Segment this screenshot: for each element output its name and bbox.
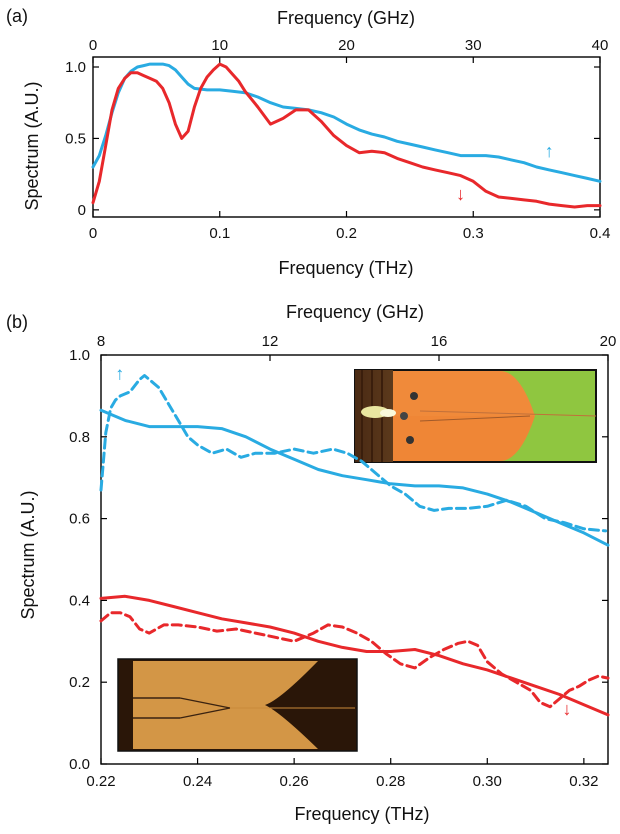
x-tick-label: 0.24 bbox=[183, 773, 212, 790]
panel-b-x-ticks: 0.22 0.24 0.26 0.28 0.30 0.32 bbox=[86, 758, 598, 790]
panel-a-series bbox=[91, 62, 602, 209]
x-tick-label: 0.3 bbox=[463, 225, 484, 242]
annotation-arrow: ↑ bbox=[545, 141, 554, 161]
x-tick-label: 0.32 bbox=[569, 773, 598, 790]
top-tick-label: 30 bbox=[465, 37, 482, 54]
inset-device-photo bbox=[354, 369, 597, 463]
panel-b-top-axis-label: Frequency (GHz) bbox=[286, 302, 424, 322]
series-red-solid-line bbox=[99, 594, 610, 717]
y-tick-label: 1.0 bbox=[65, 59, 86, 76]
x-tick-label: 0.22 bbox=[86, 773, 115, 790]
y-tick-label: 0.2 bbox=[69, 674, 90, 691]
annotation-arrow: ↓ bbox=[562, 699, 571, 719]
x-tick-label: 0.28 bbox=[376, 773, 405, 790]
top-tick-label: 8 bbox=[97, 333, 105, 350]
panel-a-label: (a) bbox=[6, 6, 28, 26]
annotation-arrow: ↓ bbox=[456, 184, 465, 204]
top-tick-label: 40 bbox=[592, 37, 609, 54]
y-tick-label: 0.5 bbox=[65, 130, 86, 147]
top-tick-label: 16 bbox=[431, 333, 448, 350]
y-tick-label: 0.0 bbox=[69, 756, 90, 773]
y-tick-label: 0.6 bbox=[69, 511, 90, 528]
top-tick-label: 20 bbox=[600, 333, 617, 350]
y-tick-label: 0.8 bbox=[69, 429, 90, 446]
y-tick-label: 0.4 bbox=[69, 592, 90, 609]
annotation-arrow: ↑ bbox=[115, 364, 124, 384]
x-tick-label: 0.2 bbox=[336, 225, 357, 242]
panel-b-arrows: ↑↓ bbox=[115, 364, 571, 719]
x-tick-label: 0 bbox=[89, 225, 97, 242]
panel-b-label: (b) bbox=[6, 312, 28, 332]
top-tick-label: 0 bbox=[89, 37, 97, 54]
x-tick-label: 0.30 bbox=[473, 773, 502, 790]
panel-b-x-axis-label: Frequency (THz) bbox=[294, 804, 429, 824]
panel-a-y-ticks: 0 0.5 1.0 bbox=[65, 59, 600, 219]
panel-b-top-ticks: 8 12 16 20 bbox=[97, 333, 617, 361]
panel-b-series bbox=[99, 374, 610, 717]
panel-a-top-ticks: 0 10 20 30 40 bbox=[89, 37, 609, 63]
y-tick-label: 1.0 bbox=[69, 347, 90, 364]
x-tick-label: 0.4 bbox=[590, 225, 611, 242]
top-tick-label: 12 bbox=[262, 333, 279, 350]
x-tick-label: 0.1 bbox=[209, 225, 230, 242]
panel-a-x-ticks: 0 0.1 0.2 0.3 0.4 bbox=[89, 211, 611, 242]
top-tick-label: 10 bbox=[211, 37, 228, 54]
panel-a-arrows: ↑↓ bbox=[456, 141, 554, 204]
inset-taper-photo bbox=[117, 658, 358, 752]
series-blue-dashed-line bbox=[99, 374, 608, 533]
x-tick-label: 0.26 bbox=[280, 773, 309, 790]
panel-b-y-ticks: 0.0 0.2 0.4 0.6 0.8 1.0 bbox=[69, 347, 608, 773]
series-blue-solid-line bbox=[91, 62, 602, 183]
top-tick-label: 20 bbox=[338, 37, 355, 54]
panel-a-x-axis-label: Frequency (THz) bbox=[278, 258, 413, 278]
y-tick-label: 0 bbox=[78, 202, 86, 219]
panel-b: (b) Frequency (GHz) Frequency (THz) Spec… bbox=[6, 302, 616, 824]
series-red-dashed-line bbox=[99, 611, 610, 709]
series-blue-solid-line bbox=[99, 408, 610, 547]
series-red-solid-line bbox=[91, 62, 602, 209]
panel-a-frame bbox=[92, 56, 601, 218]
panel-a-top-axis-label: Frequency (GHz) bbox=[277, 8, 415, 28]
panel-a-y-axis-label: Spectrum (A.U.) bbox=[22, 81, 42, 210]
panel-b-y-axis-label: Spectrum (A.U.) bbox=[18, 490, 38, 619]
panel-b-frame bbox=[100, 354, 609, 765]
panel-a: (a) Frequency (GHz) Frequency (THz) Spec… bbox=[6, 6, 610, 278]
